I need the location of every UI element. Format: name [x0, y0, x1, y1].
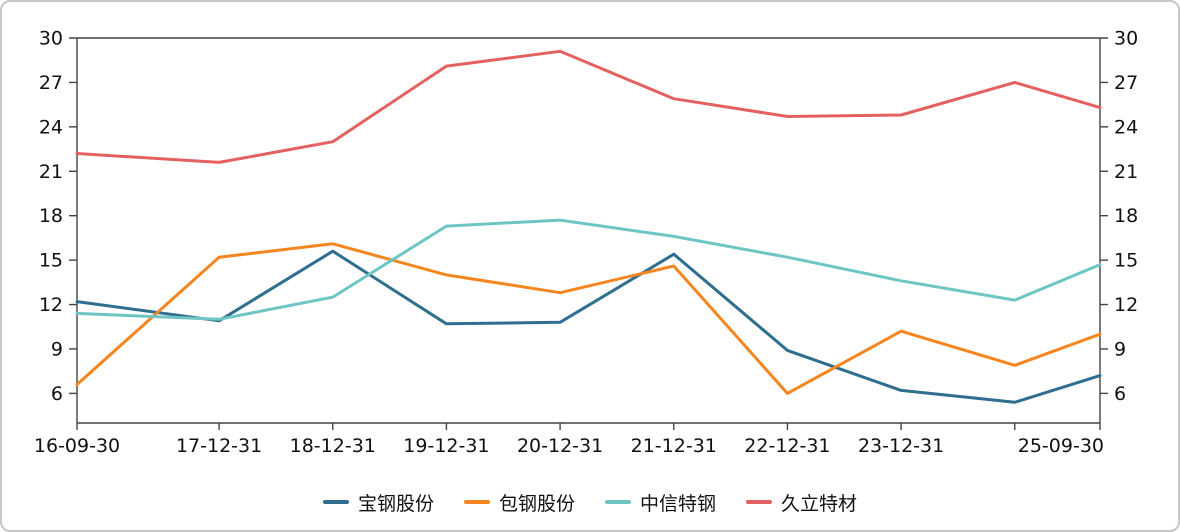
- y-axis-label-left: 15: [39, 250, 63, 272]
- legend-marker-icon: [605, 500, 631, 504]
- line-chart-canvas: 6 6 9 9 12 12 15 15 18 18 21 21 24 24 27 27 30 30 16-09-30…: [34, 28, 1138, 458]
- x-axis-label: 22-12-31: [744, 435, 830, 457]
- y-axis-label-right: 18: [1114, 205, 1138, 227]
- y-axis-label-right: 15: [1114, 250, 1138, 272]
- y-axis-label-left: 18: [39, 205, 63, 227]
- legend-item-1[interactable]: 包钢股份: [463, 489, 575, 516]
- legend-item-0[interactable]: 宝钢股份: [322, 489, 434, 516]
- series-line-0: [75, 249, 1102, 404]
- y-axis-label-left: 27: [39, 72, 63, 94]
- series-line-1: [75, 242, 1102, 395]
- x-axis-label: 20-12-31: [517, 435, 603, 457]
- series-line-3: [75, 49, 1102, 164]
- x-axis-label: 21-12-31: [631, 435, 717, 457]
- y-axis-label-right: 30: [1114, 28, 1138, 50]
- legend-label: 久立特材: [781, 492, 858, 515]
- y-axis-label-left: 6: [51, 383, 63, 405]
- y-axis-label-right: 12: [1114, 294, 1138, 316]
- chart-legend: 宝钢股份 包钢股份 中信特钢 久立特材: [2, 480, 1178, 524]
- x-axis-label: 19-12-31: [403, 435, 489, 457]
- x-axis-label: 17-12-31: [176, 435, 262, 457]
- legend-marker-icon: [463, 500, 490, 504]
- legend-item-3[interactable]: 久立特材: [746, 489, 857, 516]
- x-axis-label: 23-12-31: [858, 435, 944, 457]
- legend-label: 包钢股份: [498, 492, 575, 515]
- y-axis-label-right: 27: [1114, 72, 1138, 94]
- x-axis-label: 16-09-30: [34, 435, 120, 457]
- legend-marker-icon: [746, 500, 773, 504]
- x-axis-label: 18-12-31: [290, 435, 376, 457]
- y-axis-label-left: 24: [39, 116, 63, 138]
- legend-item-2[interactable]: 中信特钢: [605, 489, 716, 516]
- y-axis-label-right: 9: [1114, 338, 1126, 360]
- y-axis-label-left: 30: [39, 28, 63, 50]
- axis-frame: 6 6 9 9 12 12 15 15 18 18 21 21 24 24 27 27 30 30 16-09-30…: [34, 28, 1138, 458]
- y-axis-label-left: 9: [51, 338, 63, 360]
- legend-marker-icon: [322, 500, 349, 504]
- y-axis-label-right: 21: [1114, 161, 1138, 183]
- series-line-2: [75, 218, 1102, 321]
- y-axis-label-left: 12: [39, 294, 63, 316]
- y-axis-label-right: 6: [1114, 383, 1126, 405]
- legend-label: 宝钢股份: [357, 492, 434, 515]
- x-axis-label: 25-09-30: [1018, 435, 1104, 457]
- y-axis-label-right: 24: [1114, 116, 1138, 138]
- legend-label: 中信特钢: [640, 492, 717, 515]
- y-axis-label-left: 21: [39, 161, 63, 183]
